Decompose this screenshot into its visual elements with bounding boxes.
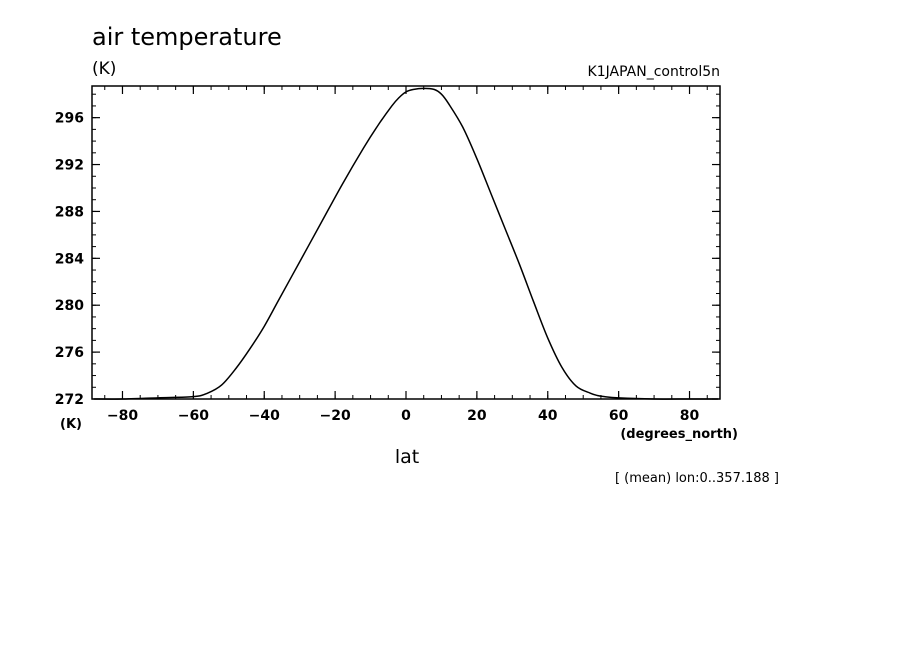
y-axis: 272 276 280 284 288 292 296 <box>55 93 720 408</box>
x-tick-label: 80 <box>680 408 700 424</box>
x-tick-label: −20 <box>320 408 351 424</box>
series-line <box>94 87 718 400</box>
x-tick-label: −80 <box>107 408 138 424</box>
y-tick-label: 276 <box>55 345 84 361</box>
y-tick-label: 284 <box>55 251 84 267</box>
x-axis-label: lat <box>395 446 419 468</box>
run-name: K1JAPAN_control5n <box>588 64 720 80</box>
x-tick-label: 40 <box>538 408 558 424</box>
x-tick-label: −40 <box>249 408 280 424</box>
x-tick-label: 60 <box>609 408 629 424</box>
x-tick-label: 20 <box>467 408 487 424</box>
y-tick-label: 296 <box>55 111 84 127</box>
averaging-note: [ (mean) lon:0..357.188 ] <box>615 471 779 486</box>
y-tick-label: 280 <box>55 298 84 314</box>
x-axis: −80 −60 −40 −20 0 20 40 60 80 <box>104 86 708 424</box>
y-tick-label: 292 <box>55 158 84 174</box>
plot-frame <box>91 85 721 400</box>
chart-title: air temperature <box>92 23 282 51</box>
y-tick-label: 288 <box>55 204 84 220</box>
x-tick-label: −60 <box>178 408 209 424</box>
y-tick-label: 272 <box>55 392 84 408</box>
y-axis-label: (K) <box>60 417 82 432</box>
title-units: (K) <box>92 59 116 79</box>
x-axis-units: (degrees_north) <box>620 427 738 442</box>
x-tick-label: 0 <box>401 408 411 424</box>
